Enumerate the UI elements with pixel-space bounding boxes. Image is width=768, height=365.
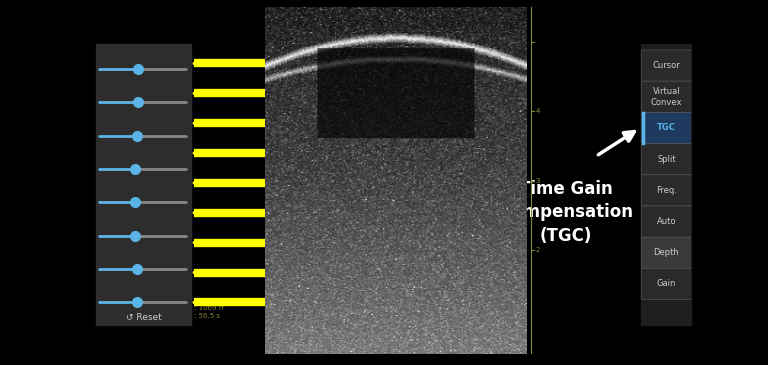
Text: Time Gain
Compensation
(TGC): Time Gain Compensation (TGC) [499, 180, 633, 245]
Text: ↺ Reset: ↺ Reset [126, 313, 161, 322]
Text: Split: Split [657, 155, 676, 164]
FancyBboxPatch shape [641, 268, 692, 300]
Bar [641, 44, 691, 325]
Text: Freq.: Freq. [656, 186, 677, 195]
Text: Virtual
Convex: Virtual Convex [650, 87, 682, 107]
Text: 4: 4 [535, 108, 540, 114]
Text: Depth: Depth [654, 248, 680, 257]
Text: 3: 3 [535, 178, 540, 184]
Text: TGC: TGC [657, 123, 676, 132]
FancyBboxPatch shape [641, 50, 692, 81]
FancyBboxPatch shape [641, 237, 692, 268]
Bar [96, 44, 191, 325]
FancyBboxPatch shape [641, 206, 692, 237]
FancyBboxPatch shape [641, 143, 692, 175]
FancyBboxPatch shape [641, 175, 692, 206]
Text: 2: 2 [535, 247, 540, 253]
Text: : 1069 fr
: 56.5 s: : 1069 fr : 56.5 s [194, 305, 224, 319]
Text: Cursor: Cursor [653, 61, 680, 70]
FancyBboxPatch shape [641, 81, 692, 112]
Text: Auto: Auto [657, 217, 677, 226]
Text: Gain: Gain [657, 280, 676, 288]
FancyBboxPatch shape [641, 112, 692, 143]
